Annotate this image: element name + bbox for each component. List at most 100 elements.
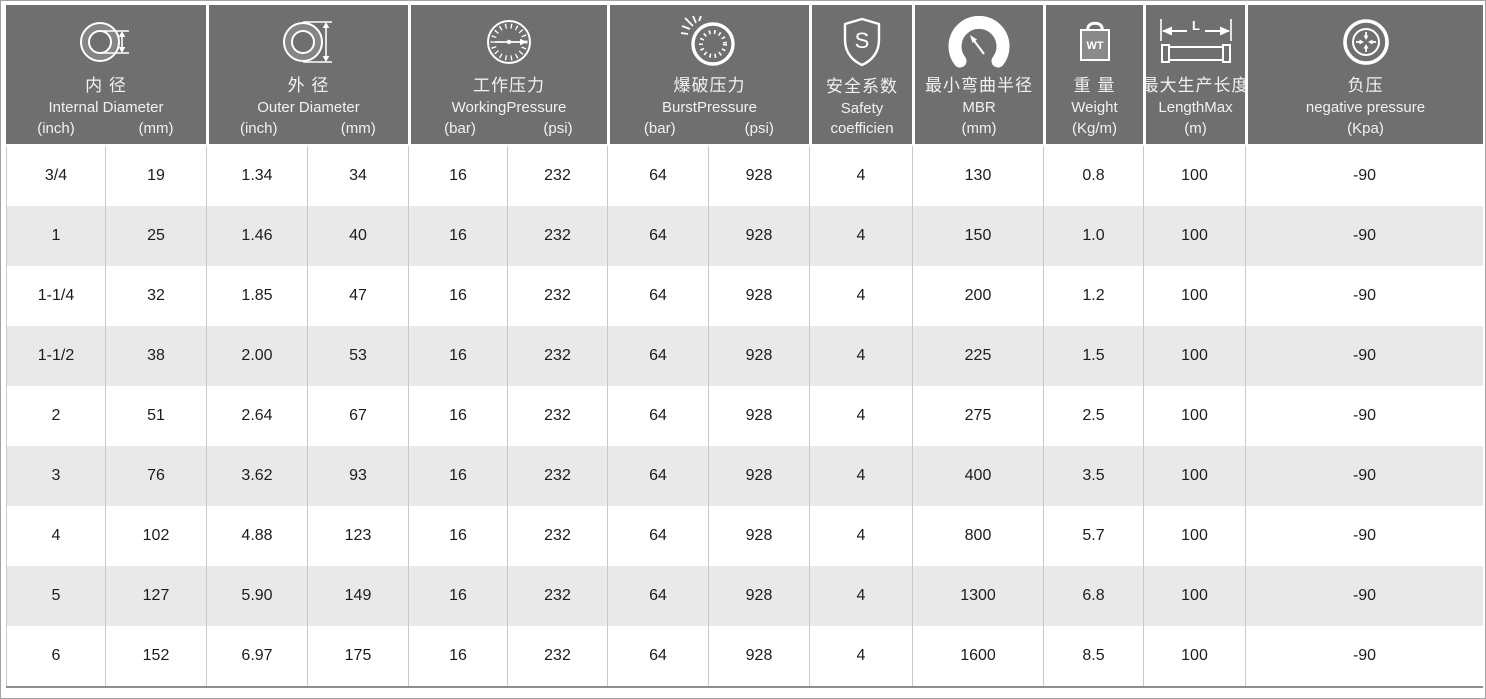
table-cell: 53 bbox=[307, 326, 408, 386]
table-cell: 2.00 bbox=[206, 326, 307, 386]
table-cell: 64 bbox=[607, 206, 708, 266]
column-title-zh: 最大生产长度 bbox=[1143, 76, 1245, 95]
table-cell: 64 bbox=[607, 326, 708, 386]
table-cell: 32 bbox=[105, 266, 206, 326]
table-cell: -90 bbox=[1245, 506, 1483, 566]
unit-label: (mm) bbox=[961, 120, 997, 137]
table-cell: 175 bbox=[307, 626, 408, 686]
table-cell: 928 bbox=[708, 386, 809, 446]
table-cell: 127 bbox=[105, 566, 206, 626]
table-cell: 64 bbox=[607, 146, 708, 206]
unit-label: (psi) bbox=[543, 120, 573, 137]
table-cell: 16 bbox=[408, 566, 507, 626]
table-cell: 4 bbox=[809, 626, 912, 686]
table-cell: 34 bbox=[307, 146, 408, 206]
table-cell: 4 bbox=[809, 506, 912, 566]
table-cell: 1.85 bbox=[206, 266, 307, 326]
table-cell: 64 bbox=[607, 566, 708, 626]
table-cell: 16 bbox=[408, 146, 507, 206]
table-cell: 100 bbox=[1143, 506, 1245, 566]
table-cell: 100 bbox=[1143, 266, 1245, 326]
safety-shield-icon: S bbox=[840, 5, 884, 75]
table-cell: 100 bbox=[1143, 626, 1245, 686]
column-header-negative-pressure: 负压 negative pressure (Kpa) bbox=[1245, 5, 1483, 146]
length-icon-letter: L bbox=[1192, 18, 1200, 33]
table-cell: 16 bbox=[408, 326, 507, 386]
table-cell: 38 bbox=[105, 326, 206, 386]
column-title-en: negative pressure bbox=[1305, 99, 1426, 116]
hose-spec-table: 内 径 Internal Diameter (inch) (mm) bbox=[6, 5, 1483, 688]
table-cell: -90 bbox=[1245, 566, 1483, 626]
table-cell: 0.8 bbox=[1043, 146, 1143, 206]
table-cell: 232 bbox=[507, 626, 607, 686]
weight-icon-letters: WT bbox=[1086, 40, 1103, 52]
table-cell: 102 bbox=[105, 506, 206, 566]
table-cell: 64 bbox=[607, 506, 708, 566]
table-cell: 3.5 bbox=[1043, 446, 1143, 506]
mbr-bend-radius-icon bbox=[946, 5, 1012, 74]
unit-label: (inch) bbox=[37, 120, 75, 137]
table-cell: 6 bbox=[6, 626, 105, 686]
column-title-zh: 最小弯曲半径 bbox=[925, 76, 1033, 95]
table-cell: 64 bbox=[607, 386, 708, 446]
table-cell: 16 bbox=[408, 506, 507, 566]
column-units: (inch) (mm) bbox=[209, 118, 408, 139]
table-cell: 6.8 bbox=[1043, 566, 1143, 626]
table-cell: 47 bbox=[307, 266, 408, 326]
table-cell: 928 bbox=[708, 266, 809, 326]
unit-label: (inch) bbox=[239, 120, 278, 137]
table-cell: 1.5 bbox=[1043, 326, 1143, 386]
table-cell: 67 bbox=[307, 386, 408, 446]
internal-diameter-icon bbox=[77, 5, 135, 74]
column-header-safety-coefficient: S 安全系数 Safety coefficien bbox=[809, 5, 912, 146]
column-units: (inch) (mm) bbox=[6, 118, 206, 139]
table-cell: 1300 bbox=[912, 566, 1043, 626]
weight-icon: WT bbox=[1074, 5, 1116, 74]
column-title-en: MBR bbox=[962, 99, 996, 116]
column-units: (bar) (psi) bbox=[610, 118, 809, 139]
table-cell: 4.88 bbox=[206, 506, 307, 566]
table-cell: 16 bbox=[408, 626, 507, 686]
table-cell: -90 bbox=[1245, 626, 1483, 686]
column-title-en: Weight bbox=[1071, 99, 1118, 116]
unit-label: (psi) bbox=[744, 120, 774, 137]
table-cell: 928 bbox=[708, 326, 809, 386]
table-cell: 232 bbox=[507, 566, 607, 626]
table-cell: 93 bbox=[307, 446, 408, 506]
table-cell: 1-1/4 bbox=[6, 266, 105, 326]
column-header-outer-diameter: 外 径 Outer Diameter (inch) (mm) bbox=[206, 5, 408, 146]
table-cell: 400 bbox=[912, 446, 1043, 506]
table-cell: 130 bbox=[912, 146, 1043, 206]
column-title-zh: 重 量 bbox=[1073, 76, 1116, 95]
table-cell: 51 bbox=[105, 386, 206, 446]
table-cell: 6.97 bbox=[206, 626, 307, 686]
table-cell: 275 bbox=[912, 386, 1043, 446]
column-title-zh: 外 径 bbox=[287, 76, 330, 95]
table-cell: 64 bbox=[607, 446, 708, 506]
table-cell: 64 bbox=[607, 626, 708, 686]
column-header-mbr: 最小弯曲半径 MBR (mm) bbox=[912, 5, 1043, 146]
outer-diameter-icon bbox=[280, 5, 338, 74]
column-title-en: Outer Diameter bbox=[257, 99, 360, 116]
table-cell: 225 bbox=[912, 326, 1043, 386]
column-units: (Kpa) bbox=[1248, 118, 1483, 139]
table-cell: 1.2 bbox=[1043, 266, 1143, 326]
table-cell: 100 bbox=[1143, 326, 1245, 386]
table-cell: 232 bbox=[507, 266, 607, 326]
table-cell: -90 bbox=[1245, 446, 1483, 506]
table-cell: -90 bbox=[1245, 266, 1483, 326]
column-title-zh: 工作压力 bbox=[473, 76, 545, 95]
unit-label: (m) bbox=[1184, 120, 1207, 137]
column-title-zh: 内 径 bbox=[85, 76, 127, 95]
table-cell: 100 bbox=[1143, 146, 1245, 206]
length-max-icon: L bbox=[1153, 5, 1239, 74]
table-cell: 4 bbox=[809, 206, 912, 266]
column-title-en: Safety bbox=[840, 100, 884, 117]
table-cell: 200 bbox=[912, 266, 1043, 326]
table-cell: 152 bbox=[105, 626, 206, 686]
unit-label: (Kg/m) bbox=[1072, 120, 1117, 137]
column-title-zh: 爆破压力 bbox=[673, 76, 746, 95]
column-header-working-pressure: 工作压力 WorkingPressure (bar) (psi) bbox=[408, 5, 607, 146]
column-units: (bar) (psi) bbox=[411, 118, 607, 139]
